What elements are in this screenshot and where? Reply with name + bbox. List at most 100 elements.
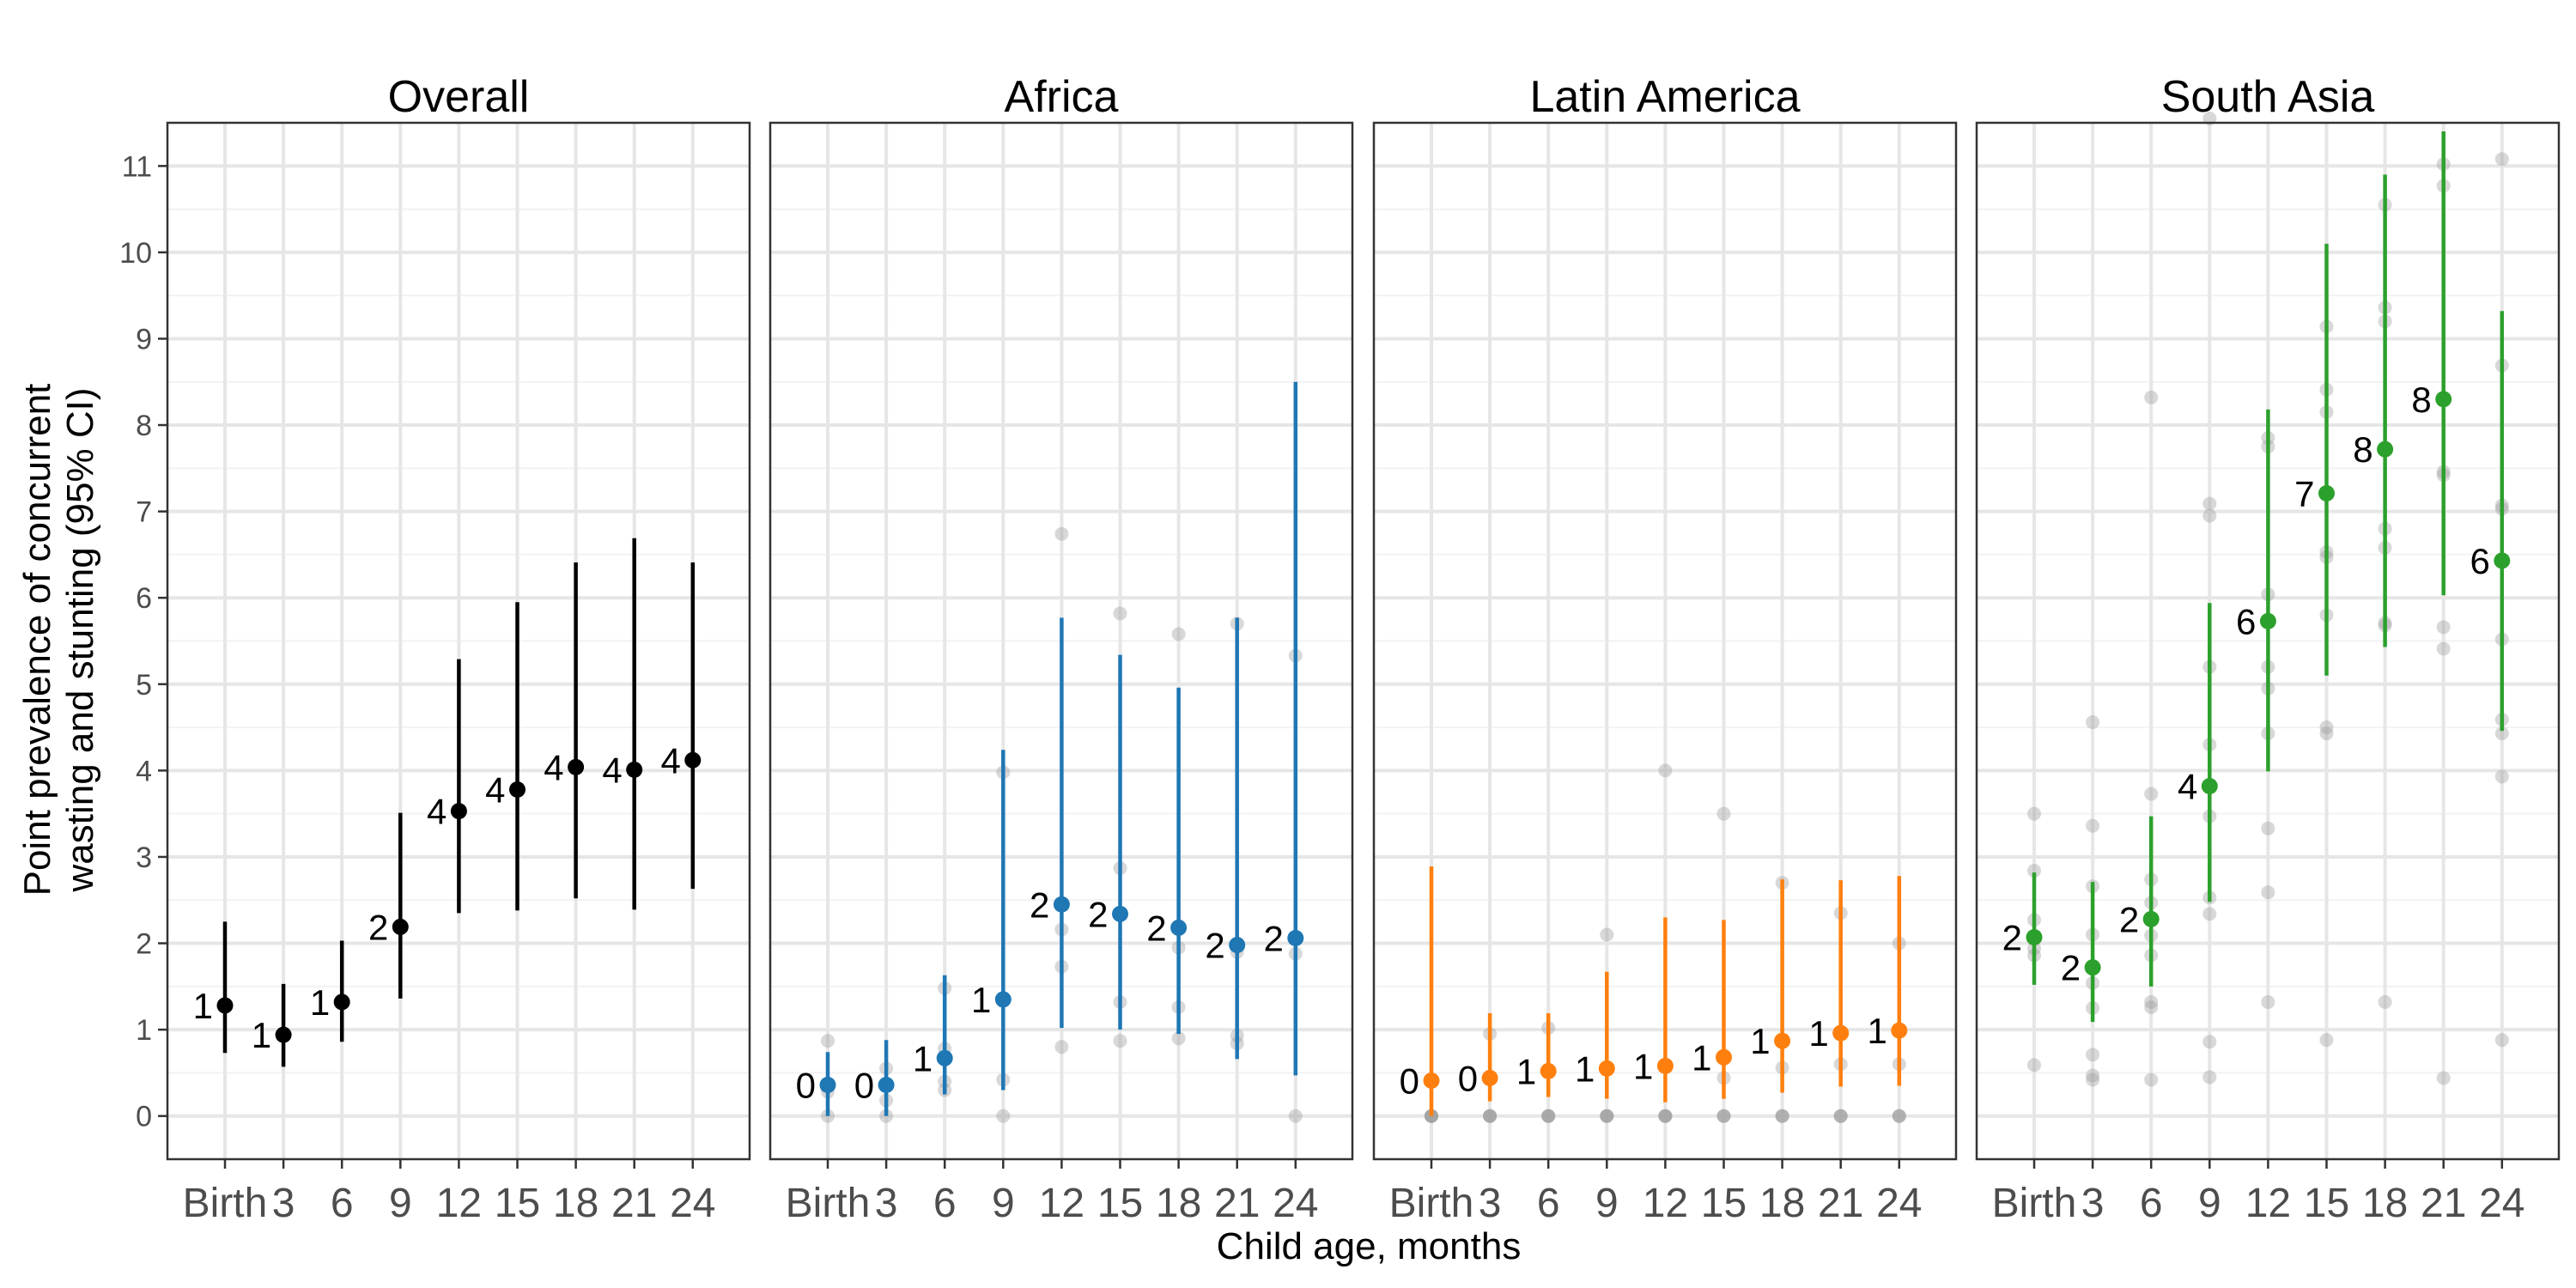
cohort-point	[1541, 1109, 1556, 1123]
cohort-point	[2086, 1068, 2100, 1083]
x-tick-label: 21	[1818, 1181, 1863, 1226]
estimate-point	[450, 803, 467, 820]
y-tick-label: 1	[136, 1014, 152, 1047]
cohort-point	[2261, 994, 2275, 1009]
estimate-point	[392, 918, 409, 935]
cohort-point	[1483, 1109, 1498, 1123]
estimate-point	[1832, 1024, 1850, 1042]
x-tick-label: 24	[2479, 1181, 2524, 1226]
x-tick-label: 24	[670, 1181, 715, 1226]
x-tick-label: 18	[1156, 1181, 1201, 1226]
estimate-label: 1	[1575, 1048, 1595, 1089]
estimate-point	[2377, 440, 2394, 458]
panel-title: Overall	[388, 72, 530, 122]
estimate-point	[819, 1076, 836, 1093]
estimate-point	[878, 1076, 895, 1093]
estimate-label: 6	[2470, 541, 2489, 581]
y-tick-label: 7	[136, 496, 152, 529]
x-tick-label: 21	[2421, 1181, 2466, 1226]
estimate-label: 1	[1808, 1013, 1828, 1054]
cohort-point	[1600, 927, 1614, 942]
estimate-label: 2	[2061, 948, 2081, 988]
y-tick-label: 6	[136, 582, 152, 615]
x-tick-label: 6	[1537, 1181, 1560, 1226]
cohort-point	[1658, 763, 1673, 778]
estimate-point	[509, 781, 526, 799]
estimate-label: 8	[2353, 429, 2372, 470]
x-tick-label: 3	[272, 1181, 295, 1226]
estimate-point	[626, 761, 643, 778]
cohort-point	[2027, 864, 2041, 878]
estimate-label: 1	[1867, 1011, 1886, 1051]
estimate-point	[1112, 905, 1128, 922]
x-axis-title: Child age, months	[1217, 1225, 1522, 1267]
cohort-point	[1600, 1109, 1614, 1123]
estimate-point	[2494, 552, 2511, 569]
y-tick-label: 8	[136, 410, 152, 442]
cohort-point	[2202, 508, 2217, 523]
cohort-point	[996, 1109, 1011, 1123]
estimate-label: 1	[1633, 1046, 1653, 1086]
y-tick-label: 4	[136, 755, 152, 787]
x-tick-label: 21	[611, 1181, 657, 1226]
cohort-point	[1171, 1031, 1186, 1046]
cohort-point	[2202, 1070, 2217, 1084]
cohort-point	[1600, 1109, 1614, 1123]
estimate-point	[684, 751, 702, 769]
cohort-point	[2202, 1035, 2217, 1049]
x-tick-label: 15	[1701, 1181, 1747, 1226]
cohort-point	[2144, 390, 2159, 404]
cohort-point	[1483, 1109, 1498, 1123]
x-tick-label: 15	[2304, 1181, 2349, 1226]
estimate-point	[1891, 1022, 1908, 1039]
estimate-point	[216, 997, 234, 1014]
estimate-label: 6	[2236, 601, 2256, 641]
estimate-label: 4	[660, 740, 680, 781]
estimate-point	[1423, 1072, 1440, 1089]
x-tick-label: 15	[1097, 1181, 1143, 1226]
cohort-point	[2144, 1072, 2159, 1087]
estimate-label: 4	[602, 750, 622, 790]
x-tick-label: Birth	[183, 1181, 268, 1226]
estimate-point	[2142, 910, 2160, 927]
estimate-label: 2	[1088, 894, 1108, 934]
estimate-label: 2	[1205, 926, 1224, 966]
cohort-point	[1483, 1109, 1498, 1123]
cohort-point	[2436, 620, 2451, 635]
x-tick-label: 9	[2198, 1181, 2221, 1226]
cohort-point	[1658, 1109, 1673, 1123]
cohort-point	[1775, 1109, 1789, 1123]
cohort-point	[1054, 526, 1069, 541]
x-tick-label: 9	[992, 1181, 1015, 1226]
x-tick-label: 24	[1273, 1181, 1318, 1226]
estimate-label: 4	[427, 792, 447, 832]
estimate-label: 7	[2294, 474, 2314, 514]
cohort-point	[1600, 1109, 1614, 1123]
cohort-point	[1113, 606, 1127, 621]
cohort-point	[2086, 1072, 2100, 1087]
estimate-label: 4	[485, 770, 505, 811]
estimate-label: 2	[2119, 899, 2139, 939]
estimate-point	[2084, 959, 2101, 976]
y-tick-label: 3	[136, 841, 152, 874]
estimate-point	[1716, 1048, 1732, 1066]
cohort-point	[1892, 1109, 1906, 1123]
x-tick-label: 12	[1643, 1181, 1688, 1226]
cohort-point	[1483, 1109, 1498, 1123]
y-tick-label: 5	[136, 669, 152, 702]
cohort-point	[2086, 818, 2100, 833]
x-tick-label: 24	[1876, 1181, 1922, 1226]
estimate-label: 2	[1146, 908, 1166, 948]
x-tick-label: 12	[1039, 1181, 1084, 1226]
estimate-point	[275, 1026, 292, 1043]
cohort-point	[1833, 1109, 1848, 1123]
cohort-point	[1541, 1109, 1556, 1123]
cohort-point	[2027, 1058, 2041, 1072]
x-tick-label: Birth	[786, 1181, 871, 1226]
estimate-label: 1	[310, 982, 330, 1023]
cohort-point	[2144, 787, 2159, 801]
